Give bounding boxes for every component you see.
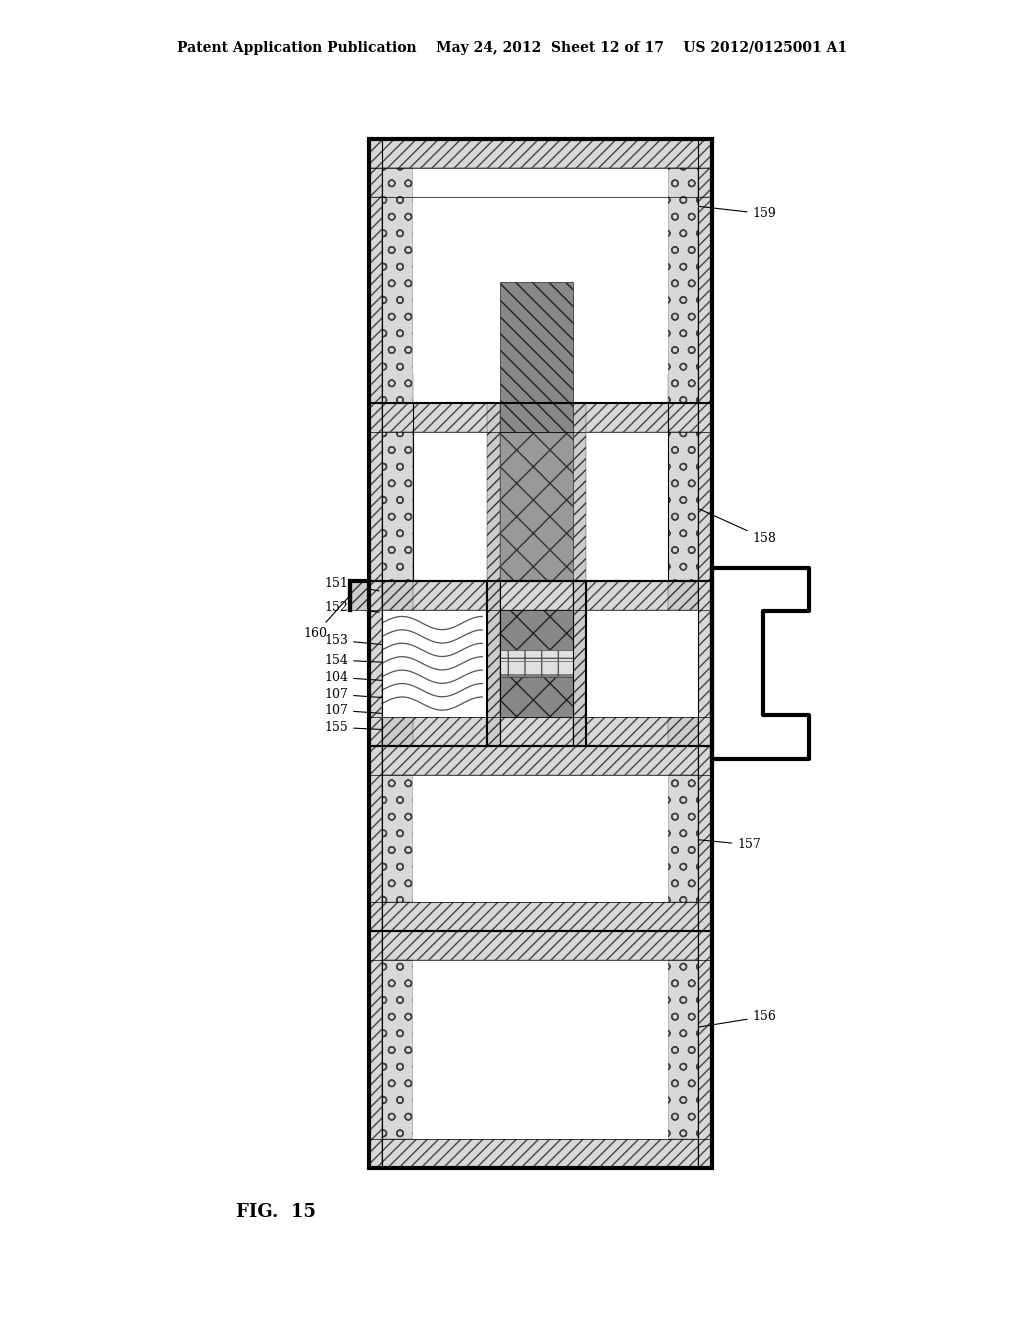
Bar [712, 568, 809, 759]
Text: FIG.  15: FIG. 15 [236, 1203, 315, 1221]
Bar [382, 1139, 698, 1168]
Bar [382, 960, 413, 1139]
Text: 152: 152 [325, 601, 379, 614]
Text: 107: 107 [325, 688, 389, 701]
Bar [382, 403, 698, 432]
Bar [573, 403, 586, 581]
Bar [500, 432, 573, 581]
Bar [413, 432, 500, 581]
Text: 160: 160 [753, 653, 783, 667]
Bar [413, 960, 668, 1139]
Bar [586, 610, 698, 717]
Bar [668, 717, 698, 746]
Bar [573, 432, 668, 581]
Bar [369, 139, 382, 1168]
Text: 154: 154 [325, 653, 389, 667]
Bar [573, 581, 586, 746]
Bar [382, 902, 698, 931]
Bar [500, 660, 573, 676]
Bar [369, 168, 712, 197]
Text: 155: 155 [325, 721, 389, 734]
Bar [668, 168, 698, 403]
Bar [698, 139, 712, 1168]
Bar [668, 775, 698, 902]
Bar [382, 432, 413, 581]
Bar [413, 168, 668, 374]
Bar [382, 746, 698, 775]
Bar [369, 139, 712, 168]
Bar [500, 610, 573, 649]
Bar [382, 581, 413, 610]
Bar [382, 717, 413, 746]
Text: Patent Application Publication    May 24, 2012  Sheet 12 of 17    US 2012/012500: Patent Application Publication May 24, 2… [177, 41, 847, 54]
Bar [382, 610, 487, 717]
Text: 104: 104 [325, 671, 389, 684]
Bar [668, 960, 698, 1139]
Bar [382, 168, 413, 403]
Text: 151: 151 [325, 577, 379, 591]
Polygon shape [712, 568, 809, 759]
Bar [413, 775, 668, 902]
Text: 156: 156 [686, 1010, 776, 1030]
Text: 153: 153 [325, 634, 389, 647]
Bar [500, 282, 573, 432]
Bar [487, 581, 500, 746]
Bar [382, 581, 698, 610]
Text: 158: 158 [685, 503, 776, 545]
Bar [668, 581, 698, 610]
Bar [500, 649, 573, 665]
Bar [382, 931, 698, 960]
Text: 157: 157 [686, 838, 761, 851]
Bar [382, 717, 698, 746]
Text: 159: 159 [686, 205, 776, 220]
Bar [382, 775, 413, 902]
Bar [369, 139, 712, 1168]
Bar [668, 432, 698, 581]
Text: 160: 160 [304, 598, 348, 640]
Bar [500, 676, 573, 717]
Bar [369, 139, 712, 1168]
Bar [350, 581, 369, 610]
Bar [487, 403, 500, 581]
Text: 107: 107 [325, 704, 389, 717]
